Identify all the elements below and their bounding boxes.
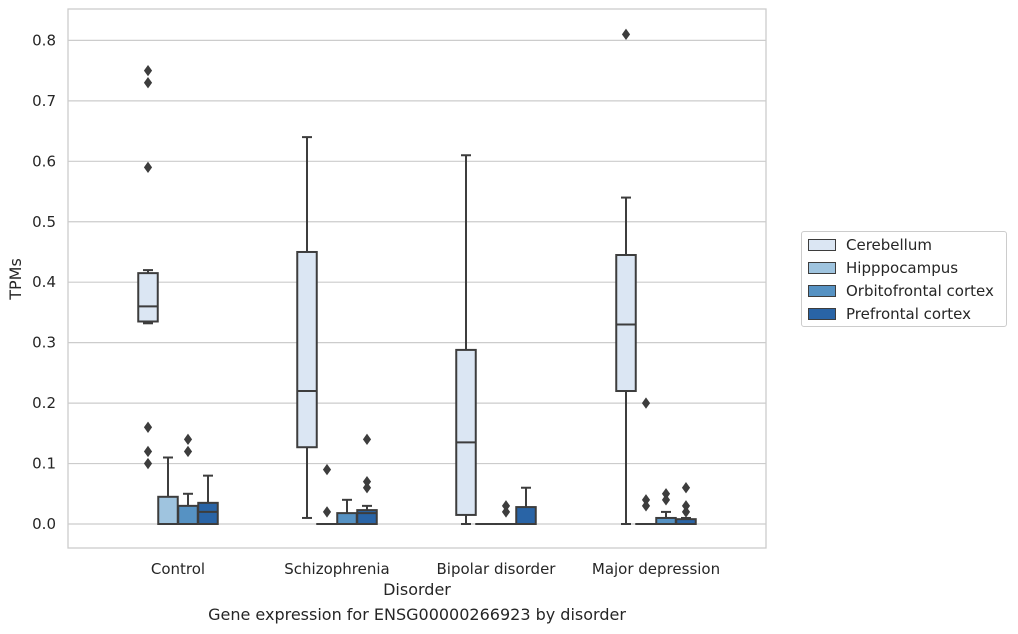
legend-swatch-hippocampus (808, 262, 836, 274)
y-tick-label: 0.4 (32, 273, 56, 291)
y-tick-label: 0.5 (32, 213, 56, 231)
legend-label-cerebellum: Cerebellum (846, 236, 932, 254)
outlier-point (322, 463, 332, 476)
chart-caption: Gene expression for ENSG00000266923 by d… (208, 605, 626, 624)
outlier-point (143, 77, 153, 89)
box (515, 506, 537, 526)
outlier-point (143, 161, 153, 174)
outlier-point (143, 445, 153, 458)
legend-label-orbitofrontal-cortex: Orbitofrontal cortex (846, 282, 994, 300)
outlier-point (681, 482, 691, 494)
y-tick-label: 0.0 (32, 515, 56, 533)
y-tick-label: 0.2 (32, 394, 56, 412)
outlier-point (641, 500, 651, 512)
outlier-point (362, 433, 372, 446)
grid-lines (68, 39, 766, 525)
box (296, 250, 318, 449)
x-axis-label: Disorder (383, 580, 451, 599)
y-tick-label: 0.8 (32, 31, 56, 49)
y-tick-label: 0.1 (32, 455, 56, 473)
box (137, 272, 159, 323)
y-tick-labels: 0.0 0.1 0.2 0.3 0.4 0.5 0.6 0.7 0.8 (32, 31, 56, 533)
box (336, 512, 358, 526)
legend-item-cerebellum: Cerebellum (808, 234, 932, 256)
legend-label-hippocampus: Hipppocampus (846, 259, 959, 277)
box (615, 253, 637, 393)
x-tick-label: Major depression (592, 560, 720, 578)
legend: Cerebellum Hipppocampus Orbitofrontal co… (801, 231, 1007, 327)
outlier-point (641, 397, 651, 409)
legend-swatch-prefrontal-cortex (808, 308, 836, 320)
outlier-point (681, 506, 691, 518)
legend-item-orbitofrontal-cortex: Orbitofrontal cortex (808, 280, 994, 302)
outlier-point (621, 28, 631, 41)
outlier-point (362, 482, 372, 494)
legend-label-prefrontal-cortex: Prefrontal cortex (846, 305, 971, 323)
outlier-point (183, 433, 193, 446)
legend-item-prefrontal-cortex: Prefrontal cortex (808, 303, 971, 325)
y-axis-label: TPMs (6, 258, 25, 301)
outlier-point (322, 506, 332, 518)
boxes (137, 28, 697, 526)
x-tick-labels: Control Schizophrenia Bipolar disorder Majo… (151, 560, 720, 578)
box (177, 504, 199, 525)
outlier-point (661, 494, 671, 506)
y-tick-label: 0.6 (32, 152, 56, 170)
y-tick-label: 0.7 (32, 92, 56, 110)
legend-item-hippocampus: Hipppocampus (808, 257, 958, 279)
outlier-point (143, 457, 153, 470)
y-tick-label: 0.3 (32, 334, 56, 352)
outlier-point (143, 64, 153, 77)
outlier-point (143, 421, 153, 433)
legend-swatch-cerebellum (808, 239, 836, 251)
box (197, 501, 219, 525)
outlier-point (183, 445, 193, 458)
legend-swatch-orbitofrontal-cortex (808, 285, 836, 297)
x-tick-label: Schizophrenia (284, 560, 389, 578)
x-tick-label: Bipolar disorder (437, 560, 557, 578)
outlier-point (501, 506, 511, 518)
x-tick-label: Control (151, 560, 205, 578)
box (157, 495, 179, 525)
box (455, 348, 477, 516)
plot-frame (67, 8, 767, 549)
